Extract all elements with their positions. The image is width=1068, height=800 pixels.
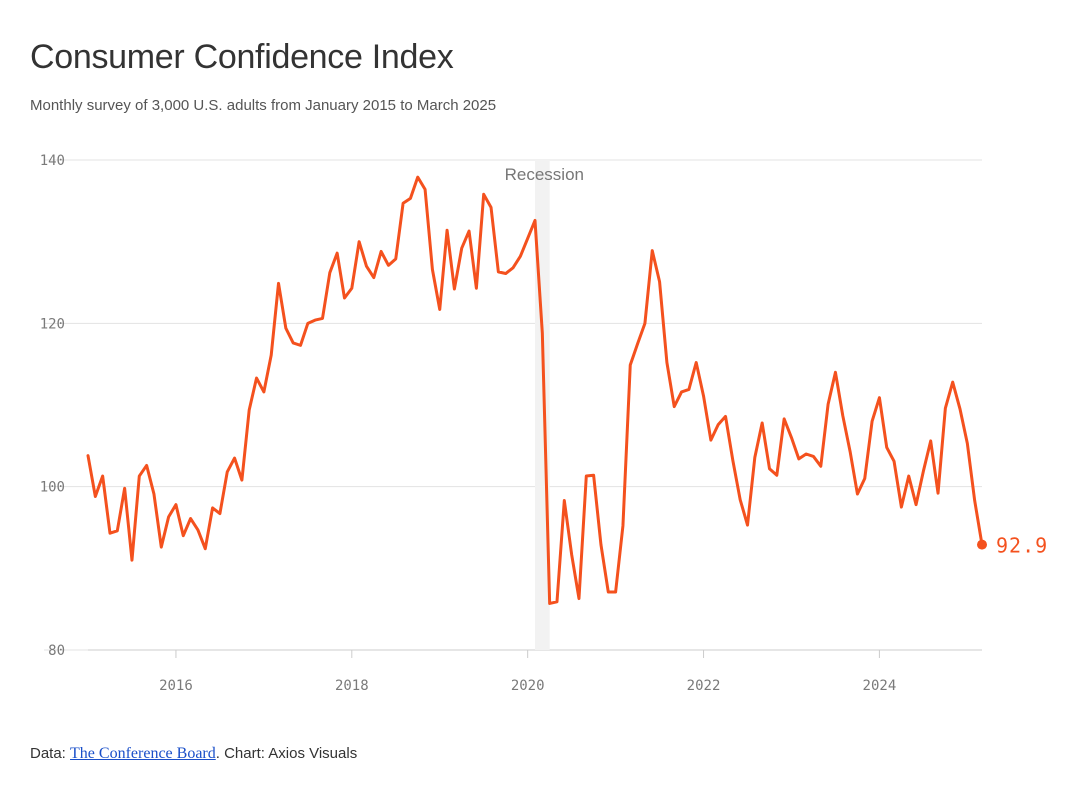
x-tick-label-2020: 2020: [511, 678, 545, 694]
chart-credit: . Chart: Axios Visuals: [215, 745, 358, 762]
chart-footer: Data: The Conference Board. Chart: Axios…: [30, 745, 357, 763]
y-tick-label-140: 140: [40, 153, 65, 169]
series-line: [86, 175, 984, 605]
x-tick-label-2024: 2024: [863, 678, 897, 694]
x-tick-label-2016: 2016: [159, 678, 193, 694]
y-tick-label-120: 120: [40, 316, 65, 332]
end-value-label: 92.9: [996, 534, 1048, 558]
y-tick-label-80: 80: [48, 643, 65, 659]
y-tick-label-100: 100: [40, 480, 65, 496]
page-title: Consumer Confidence Index: [30, 38, 454, 76]
axis-group: 80 100 120 140 2016 2018 2020 2022 2024: [40, 153, 897, 694]
chart-subtitle: Monthly survey of 3,000 U.S. adults from…: [30, 97, 497, 114]
x-tick-label-2018: 2018: [335, 678, 369, 694]
recession-label: Recession: [505, 165, 584, 184]
end-point-marker: [977, 539, 987, 550]
source-link[interactable]: The Conference Board: [70, 745, 216, 762]
series-group: 92.9: [86, 175, 1048, 605]
x-tick-label-2022: 2022: [687, 678, 721, 694]
data-prefix: Data:: [30, 745, 71, 762]
